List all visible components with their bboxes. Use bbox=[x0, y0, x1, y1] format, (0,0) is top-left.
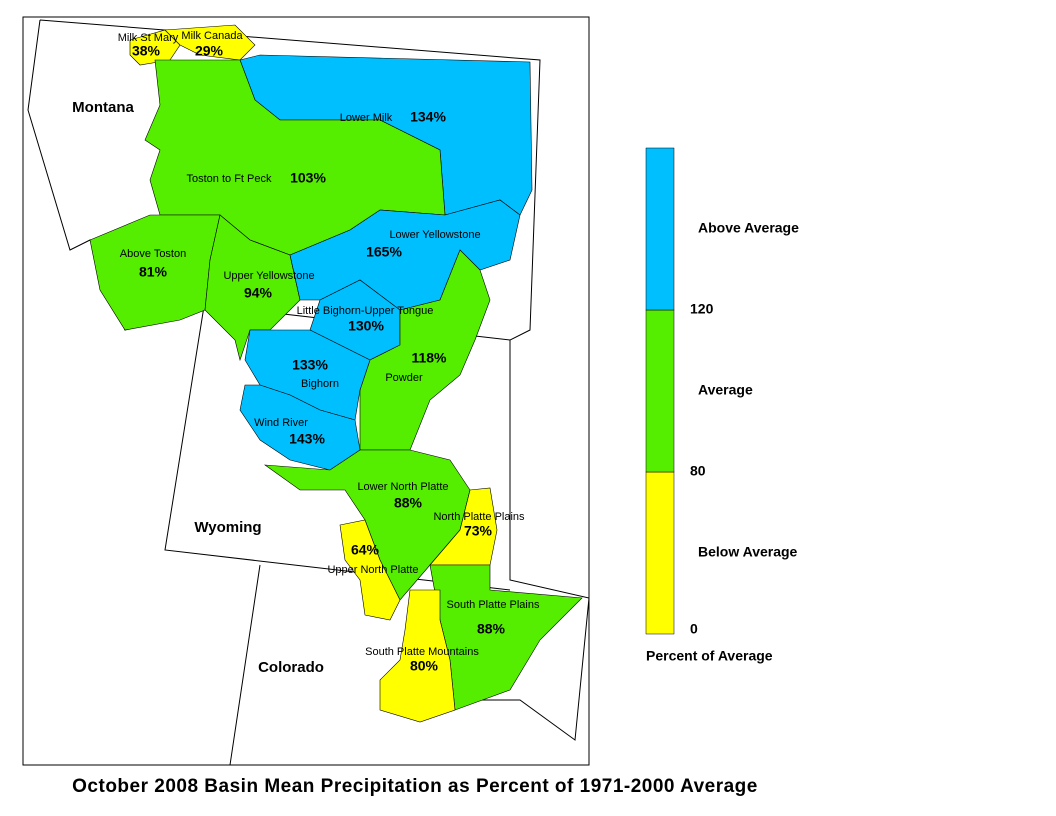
basin-value: 134% bbox=[410, 109, 446, 125]
basin-value: 29% bbox=[195, 43, 224, 59]
state-label: Colorado bbox=[258, 659, 324, 676]
basin bbox=[359, 249, 491, 451]
basin-name: Upper Yellowstone bbox=[223, 270, 314, 282]
state-label: Montana bbox=[72, 99, 134, 116]
basins bbox=[89, 24, 583, 723]
legend-tick: 80 bbox=[690, 463, 706, 479]
basin-value: 64% bbox=[351, 542, 380, 558]
basin-value: 165% bbox=[366, 244, 402, 260]
basin-value: 88% bbox=[394, 495, 423, 511]
basin-value: 94% bbox=[244, 285, 273, 301]
basin-value: 143% bbox=[289, 431, 325, 447]
basin-name: Powder bbox=[385, 372, 423, 384]
basin-value: 133% bbox=[292, 357, 328, 373]
basin-name: Toston to Ft Peck bbox=[187, 173, 272, 185]
legend: Below Average Average Above Average 0 80 120 bbox=[645, 147, 799, 637]
basin-name: North Platte Plains bbox=[433, 511, 525, 523]
legend-swatch bbox=[645, 147, 675, 311]
basin-value: 118% bbox=[411, 350, 447, 366]
basin-value: 80% bbox=[410, 658, 439, 674]
basin-name: Little Bighorn-Upper Tongue bbox=[297, 305, 434, 317]
legend-swatch bbox=[645, 471, 675, 635]
basin-value: 130% bbox=[348, 318, 384, 334]
basin-name: Milk Canada bbox=[181, 30, 243, 42]
basin-name: Lower Milk bbox=[340, 112, 393, 124]
basin-name: Wind River bbox=[254, 417, 308, 429]
legend-label: Above Average bbox=[698, 220, 799, 236]
legend-tick: 0 bbox=[690, 621, 698, 637]
basin-name: South Platte Plains bbox=[447, 599, 540, 611]
legend-swatch bbox=[645, 309, 675, 473]
basin-name: South Platte Mountains bbox=[365, 646, 479, 658]
legend-title: Percent of Average bbox=[646, 648, 773, 664]
basin bbox=[379, 589, 456, 723]
basin-value: 38% bbox=[132, 43, 161, 59]
legend-tick: 120 bbox=[690, 301, 714, 317]
basin-value: 81% bbox=[139, 264, 168, 280]
basin-name: Bighorn bbox=[301, 378, 339, 390]
basin-name: Above Toston bbox=[120, 248, 186, 260]
basin-name: Milk St Mary bbox=[118, 32, 179, 44]
basin-value: 103% bbox=[290, 170, 326, 186]
legend-label: Below Average bbox=[698, 544, 798, 560]
map-title: October 2008 Basin Mean Precipitation as… bbox=[72, 776, 758, 797]
legend-label: Average bbox=[698, 382, 753, 398]
basin-name: Upper North Platte bbox=[327, 564, 418, 576]
basin-value: 88% bbox=[477, 621, 506, 637]
basin bbox=[339, 519, 401, 621]
state-label: Wyoming bbox=[194, 519, 261, 536]
basin-value: 73% bbox=[464, 523, 493, 539]
basin-name: Lower North Platte bbox=[357, 481, 448, 493]
basin-name: Lower Yellowstone bbox=[389, 229, 480, 241]
